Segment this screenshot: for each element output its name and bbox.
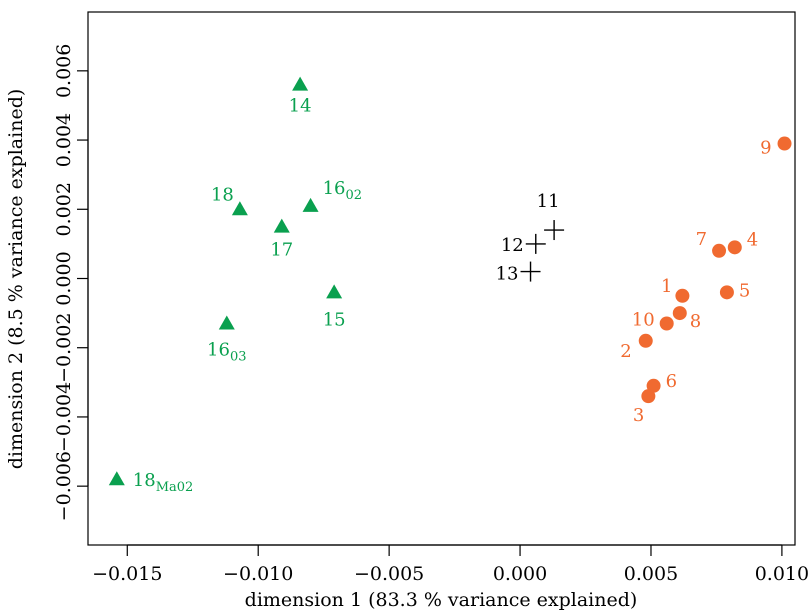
data-point-circle xyxy=(675,288,690,303)
plot-frame xyxy=(87,11,796,546)
point-label-main: 7 xyxy=(696,229,707,250)
point-label-main: 9 xyxy=(760,138,771,159)
y-axis: −0.006−0.004−0.002 0.000 0.002 0.004 0.006 xyxy=(53,44,89,521)
point-label-main: 16 xyxy=(323,178,346,199)
point-label: 11 xyxy=(537,191,560,212)
y-tick-label: 0.004 xyxy=(53,113,75,167)
data-point-circle xyxy=(712,243,727,258)
y-tick-label: −0.002 xyxy=(53,313,75,383)
point-label-main: 18 xyxy=(211,184,234,205)
x-tick-label: −0.010 xyxy=(223,563,293,585)
point-label: 10 xyxy=(632,309,655,330)
point-label-main: 18 xyxy=(133,470,156,491)
data-point-circle xyxy=(641,389,656,404)
y-tick-label: −0.004 xyxy=(53,382,75,452)
data-point-triangle xyxy=(292,76,309,91)
point-label-main: 6 xyxy=(666,371,677,392)
data-points xyxy=(108,76,792,486)
point-label-main: 5 xyxy=(739,280,750,301)
point-label: 6 xyxy=(666,371,677,392)
point-label-main: 3 xyxy=(633,405,644,426)
point-label: 1603 xyxy=(207,339,246,364)
y-tick-label: 0.006 xyxy=(53,44,75,98)
point-label: 5 xyxy=(739,280,750,301)
x-axis: −0.015 −0.010 −0.005 0.000 0.005 0.010 xyxy=(92,544,808,585)
point-label-main: 15 xyxy=(323,309,346,330)
x-tick-label: 0.010 xyxy=(755,563,808,585)
point-label-main: 14 xyxy=(289,96,312,117)
y-axis-label: dimension 2 (8.5 % variance explained) xyxy=(5,89,27,470)
x-tick-label: 0.000 xyxy=(493,563,547,585)
point-label: 12 xyxy=(501,235,524,256)
data-point-circle xyxy=(719,285,734,300)
x-axis-label: dimension 1 (83.3 % variance explained) xyxy=(245,589,638,611)
point-label: 18 xyxy=(211,184,234,205)
point-label: 3 xyxy=(633,405,644,426)
point-label-main: 4 xyxy=(747,229,758,250)
point-label: 14 xyxy=(289,96,312,117)
data-point-circle xyxy=(777,136,792,151)
data-point-triangle xyxy=(273,218,290,233)
point-label-subscript: Ma02 xyxy=(156,480,194,495)
x-tick-label: −0.015 xyxy=(92,563,162,585)
point-label: 15 xyxy=(323,309,346,330)
x-tick-label: −0.005 xyxy=(354,563,424,585)
point-label: 1602 xyxy=(323,178,362,203)
point-label: 17 xyxy=(270,240,293,261)
y-tick-label: −0.006 xyxy=(53,451,75,521)
point-label-main: 12 xyxy=(501,235,524,256)
point-label-main: 13 xyxy=(496,264,519,285)
point-label-main: 11 xyxy=(537,191,560,212)
point-label: 18Ma02 xyxy=(133,470,194,495)
data-point-triangle xyxy=(302,197,319,212)
data-point-triangle xyxy=(218,315,235,330)
point-label: 9 xyxy=(760,138,771,159)
point-label-main: 8 xyxy=(690,311,701,332)
point-label: 7 xyxy=(696,229,707,250)
y-tick-label: 0.002 xyxy=(53,182,75,236)
point-label-main: 2 xyxy=(620,341,631,362)
data-point-triangle xyxy=(326,284,343,299)
data-point-circle xyxy=(727,240,742,255)
data-point-triangle xyxy=(231,201,248,216)
point-label: 8 xyxy=(690,311,701,332)
point-label-main: 1 xyxy=(661,276,672,297)
point-label: 1 xyxy=(661,276,672,297)
x-tick-label: 0.005 xyxy=(624,563,678,585)
data-point-circle xyxy=(638,333,653,348)
point-label-main: 17 xyxy=(270,240,293,261)
data-point-circle xyxy=(646,378,661,393)
point-label: 4 xyxy=(747,229,758,250)
point-label-main: 16 xyxy=(207,339,230,360)
point-label: 2 xyxy=(620,341,631,362)
point-label-main: 10 xyxy=(632,309,655,330)
point-label-subscript: 02 xyxy=(345,188,362,203)
data-point-circle xyxy=(659,316,674,331)
y-tick-label: 0.000 xyxy=(53,251,75,305)
data-point-circle xyxy=(672,306,687,321)
point-label-subscript: 03 xyxy=(230,349,247,364)
data-point-triangle xyxy=(108,471,125,486)
point-label: 13 xyxy=(496,264,519,285)
